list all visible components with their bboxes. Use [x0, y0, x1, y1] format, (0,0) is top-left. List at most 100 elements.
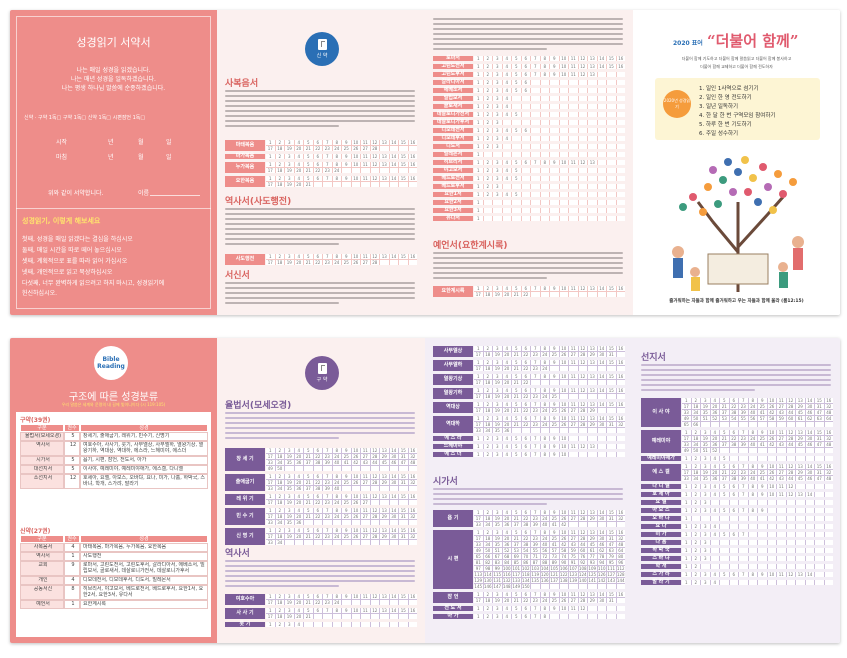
chapter-checkbox[interactable]: 37 — [720, 410, 729, 415]
chapter-checkbox[interactable]: 75 — [569, 554, 578, 559]
chapter-checkbox[interactable]: 61 — [796, 416, 805, 421]
chapter-checkbox[interactable]: 3 — [701, 500, 710, 505]
chapter-checkbox[interactable]: 17 — [266, 260, 275, 265]
chapter-checkbox[interactable]: 114 — [483, 572, 492, 577]
chapter-checkbox[interactable]: 15 — [607, 374, 616, 379]
chapter-checkbox[interactable] — [380, 600, 389, 605]
chapter-checkbox[interactable]: 9 — [758, 572, 767, 577]
chapter-checkbox[interactable]: 29 — [380, 534, 389, 539]
chapter-checkbox[interactable]: 25 — [550, 536, 559, 541]
chapter-checkbox[interactable] — [597, 436, 606, 441]
chapter-checkbox[interactable] — [758, 448, 767, 453]
chapter-checkbox[interactable] — [607, 176, 616, 181]
chapter-checkbox[interactable]: 8 — [332, 494, 341, 499]
chapter-checkbox[interactable]: 21 — [720, 436, 729, 441]
chapter-checkbox[interactable]: 31 — [815, 404, 824, 409]
chapter-checkbox[interactable]: 14 — [805, 492, 814, 497]
chapter-checkbox[interactable]: 6 — [521, 606, 530, 611]
chapter-checkbox[interactable] — [588, 192, 597, 197]
chapter-checkbox[interactable]: 34 — [275, 486, 284, 491]
chapter-checkbox[interactable] — [597, 112, 606, 117]
chapter-checkbox[interactable] — [578, 200, 587, 205]
chapter-checkbox[interactable]: 9 — [550, 346, 559, 351]
chapter-checkbox[interactable]: 12 — [370, 140, 379, 145]
chapter-checkbox[interactable]: 20 — [502, 352, 511, 357]
chapter-checkbox[interactable]: 3 — [493, 64, 502, 69]
chapter-checkbox[interactable]: 148 — [502, 584, 511, 589]
chapter-checkbox[interactable]: 77 — [588, 554, 597, 559]
chapter-checkbox[interactable] — [361, 168, 370, 173]
chapter-checkbox[interactable] — [616, 380, 625, 385]
chapter-checkbox[interactable] — [361, 600, 370, 605]
chapter-checkbox[interactable] — [729, 516, 738, 521]
chapter-checkbox[interactable]: 8 — [540, 346, 549, 351]
chapter-checkbox[interactable] — [531, 428, 540, 433]
chapter-checkbox[interactable]: 4 — [502, 436, 511, 441]
chapter-checkbox[interactable] — [342, 600, 351, 605]
chapter-checkbox[interactable]: 19 — [493, 366, 502, 371]
chapter-checkbox[interactable] — [380, 182, 389, 187]
chapter-checkbox[interactable] — [758, 540, 767, 545]
chapter-checkbox[interactable] — [380, 520, 389, 525]
chapter-checkbox[interactable]: 141 — [588, 578, 597, 583]
chapter-checkbox[interactable]: 21 — [720, 404, 729, 409]
chapter-checkbox[interactable]: 36 — [294, 520, 303, 525]
chapter-checkbox[interactable]: 14 — [805, 464, 814, 469]
chapter-checkbox[interactable] — [408, 600, 417, 605]
chapter-checkbox[interactable]: 23 — [323, 500, 332, 505]
chapter-checkbox[interactable]: 23 — [739, 470, 748, 475]
chapter-checkbox[interactable] — [616, 366, 625, 371]
chapter-checkbox[interactable]: 27 — [361, 454, 370, 459]
chapter-checkbox[interactable] — [796, 422, 805, 427]
chapter-checkbox[interactable] — [521, 144, 530, 149]
chapter-checkbox[interactable] — [512, 428, 521, 433]
chapter-checkbox[interactable]: 17 — [266, 534, 275, 539]
chapter-checkbox[interactable]: 11 — [361, 162, 370, 167]
chapter-checkbox[interactable] — [408, 182, 417, 187]
chapter-checkbox[interactable]: 6 — [313, 474, 322, 479]
chapter-checkbox[interactable]: 49 — [474, 548, 483, 553]
chapter-checkbox[interactable]: 16 — [408, 594, 417, 599]
chapter-checkbox[interactable]: 24 — [748, 470, 757, 475]
chapter-checkbox[interactable] — [531, 152, 540, 157]
chapter-checkbox[interactable]: 22 — [521, 516, 530, 521]
chapter-checkbox[interactable]: 5 — [304, 594, 313, 599]
chapter-checkbox[interactable] — [569, 184, 578, 189]
chapter-checkbox[interactable]: 16 — [408, 608, 417, 613]
chapter-checkbox[interactable]: 43 — [361, 460, 370, 465]
chapter-checkbox[interactable]: 10 — [559, 160, 568, 165]
chapter-checkbox[interactable]: 4 — [294, 508, 303, 513]
chapter-checkbox[interactable]: 52 — [710, 416, 719, 421]
chapter-checkbox[interactable] — [815, 556, 824, 561]
chapter-checkbox[interactable]: 5 — [512, 402, 521, 407]
chapter-checkbox[interactable]: 2 — [483, 374, 492, 379]
chapter-checkbox[interactable]: 1 — [266, 594, 275, 599]
chapter-checkbox[interactable]: 6 — [521, 56, 530, 61]
chapter-checkbox[interactable] — [540, 128, 549, 133]
chapter-checkbox[interactable] — [616, 136, 625, 141]
chapter-checkbox[interactable]: 6 — [521, 444, 530, 449]
chapter-checkbox[interactable]: 4 — [502, 388, 511, 393]
chapter-checkbox[interactable]: 44 — [370, 460, 379, 465]
chapter-checkbox[interactable]: 20 — [294, 500, 303, 505]
chapter-checkbox[interactable]: 8 — [332, 594, 341, 599]
chapter-checkbox[interactable] — [540, 80, 549, 85]
chapter-checkbox[interactable]: 44 — [578, 542, 587, 547]
chapter-checkbox[interactable]: 29 — [796, 404, 805, 409]
chapter-checkbox[interactable]: 44 — [786, 476, 795, 481]
chapter-checkbox[interactable]: 23 — [531, 394, 540, 399]
chapter-checkbox[interactable] — [332, 614, 341, 619]
chapter-checkbox[interactable]: 1 — [474, 184, 483, 189]
chapter-checkbox[interactable] — [313, 622, 322, 627]
chapter-checkbox[interactable] — [805, 508, 814, 513]
chapter-checkbox[interactable]: 5 — [720, 484, 729, 489]
chapter-checkbox[interactable]: 105 — [550, 566, 559, 571]
chapter-checkbox[interactable] — [701, 516, 710, 521]
chapter-checkbox[interactable] — [607, 88, 616, 93]
chapter-checkbox[interactable] — [399, 520, 408, 525]
chapter-checkbox[interactable] — [342, 622, 351, 627]
chapter-checkbox[interactable]: 10 — [559, 530, 568, 535]
chapter-checkbox[interactable] — [493, 216, 502, 221]
chapter-checkbox[interactable]: 6 — [521, 64, 530, 69]
chapter-checkbox[interactable] — [483, 208, 492, 213]
